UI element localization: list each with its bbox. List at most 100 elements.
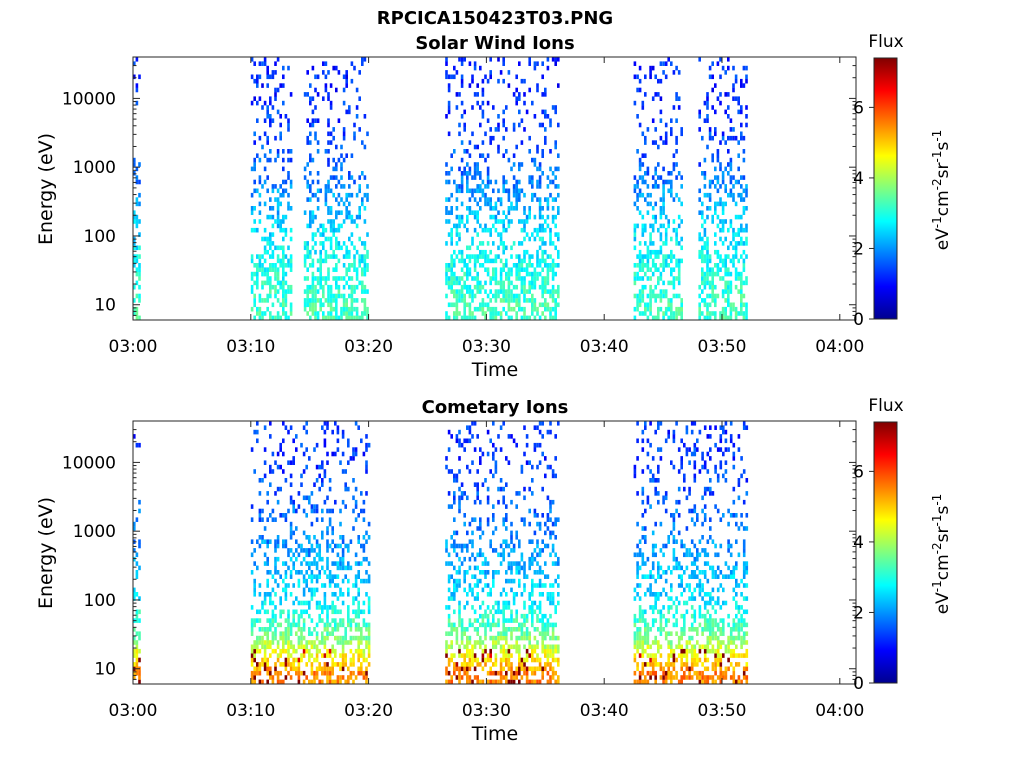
- heatmap-cell: [279, 122, 282, 128]
- heatmap-cell: [518, 670, 521, 676]
- heatmap-cell: [507, 70, 511, 75]
- heatmap-cell: [266, 241, 269, 246]
- heatmap-cell: [138, 179, 141, 185]
- heatmap-cell: [253, 219, 256, 224]
- heatmap-cell: [466, 171, 469, 176]
- heatmap-cell: [502, 241, 505, 246]
- heatmap-cell: [520, 118, 524, 123]
- heatmap-cell: [295, 622, 298, 628]
- heatmap-cell: [499, 276, 503, 281]
- heatmap-cell: [724, 140, 727, 145]
- heatmap-cell: [263, 600, 267, 606]
- heatmap-cell: [698, 236, 701, 242]
- heatmap-cell: [745, 74, 748, 80]
- heatmap-cell: [468, 425, 472, 430]
- heatmap-cell: [471, 289, 474, 294]
- heatmap-cell: [533, 162, 537, 167]
- heatmap-cell: [266, 609, 269, 615]
- heatmap-cell: [703, 657, 707, 663]
- heatmap-cell: [328, 631, 332, 636]
- heatmap-cell: [274, 561, 277, 566]
- heatmap-cell: [737, 227, 740, 233]
- heatmap-cell: [447, 618, 451, 623]
- heatmap-cell: [263, 473, 267, 479]
- heatmap-cell: [523, 192, 526, 198]
- heatmap-cell: [445, 162, 448, 167]
- heatmap-cell: [354, 517, 358, 522]
- heatmap-cell: [365, 675, 368, 680]
- heatmap-cell: [651, 609, 655, 615]
- heatmap-cell: [494, 609, 498, 615]
- heatmap-cell: [664, 670, 668, 676]
- heatmap-cell: [536, 311, 539, 316]
- heatmap-cell: [638, 640, 642, 645]
- heatmap-cell: [680, 131, 683, 137]
- heatmap-cell: [732, 197, 735, 202]
- heatmap-cell: [326, 539, 329, 544]
- heatmap-cell: [363, 114, 367, 119]
- heatmap-cell: [701, 258, 704, 264]
- heatmap-cell: [523, 574, 526, 579]
- heatmap-cell: [633, 271, 637, 277]
- heatmap-cell: [662, 70, 665, 75]
- heatmap-cell: [468, 565, 472, 571]
- heatmap-cell: [711, 157, 714, 163]
- heatmap-cell: [515, 311, 518, 316]
- heatmap-cell: [269, 236, 272, 242]
- heatmap-cell: [716, 149, 720, 154]
- heatmap-cell: [518, 263, 521, 268]
- heatmap-cell: [253, 302, 256, 308]
- heatmap-cell: [323, 662, 327, 667]
- heatmap-cell: [476, 578, 479, 584]
- heatmap-cell: [326, 530, 329, 536]
- heatmap-cell: [263, 298, 267, 303]
- heatmap-cell: [641, 293, 645, 299]
- heatmap-cell: [518, 267, 521, 272]
- heatmap-cell: [327, 70, 330, 75]
- heatmap-cell: [664, 289, 668, 294]
- heatmap-cell: [453, 587, 456, 593]
- heatmap-cell: [688, 596, 691, 601]
- heatmap-cell: [300, 613, 303, 619]
- heatmap-cell: [354, 486, 358, 492]
- heatmap-cell: [453, 592, 456, 597]
- heatmap-cell: [703, 517, 707, 522]
- heatmap-cell: [515, 570, 518, 575]
- heatmap-cell: [672, 613, 676, 619]
- heatmap-cell: [528, 592, 531, 597]
- heatmap-cell: [683, 613, 686, 619]
- heatmap-cell: [515, 267, 518, 272]
- heatmap-cell: [544, 241, 547, 246]
- heatmap-cell: [289, 157, 293, 163]
- heatmap-cell: [740, 223, 743, 229]
- heatmap-cell: [670, 184, 673, 189]
- heatmap-cell: [453, 249, 456, 255]
- heatmap-cell: [502, 219, 505, 224]
- heatmap-cell: [253, 644, 256, 650]
- heatmap-cell: [341, 592, 345, 597]
- heatmap-cell: [641, 491, 645, 496]
- heatmap-cell: [271, 508, 275, 514]
- heatmap-cell: [295, 648, 298, 654]
- heatmap-cell: [693, 478, 697, 483]
- heatmap-cell: [282, 254, 285, 259]
- heatmap-cell: [473, 227, 477, 233]
- heatmap-cell: [289, 425, 293, 430]
- heatmap-cell: [502, 622, 505, 628]
- heatmap-cell: [644, 574, 647, 579]
- heatmap-cell: [362, 543, 366, 549]
- heatmap-cell: [345, 306, 348, 312]
- heatmap-cell: [287, 118, 290, 123]
- heatmap-cell: [300, 670, 303, 676]
- heatmap-cell: [447, 491, 451, 496]
- heatmap-cell: [305, 644, 308, 650]
- heatmap-cell: [688, 587, 691, 593]
- heatmap-cell: [510, 298, 513, 303]
- heatmap-cell: [473, 284, 477, 290]
- heatmap-cell: [489, 627, 492, 632]
- heatmap-cell: [536, 521, 539, 527]
- heatmap-cell: [515, 96, 518, 101]
- heatmap-cell: [302, 592, 306, 597]
- heatmap-cell: [266, 556, 269, 562]
